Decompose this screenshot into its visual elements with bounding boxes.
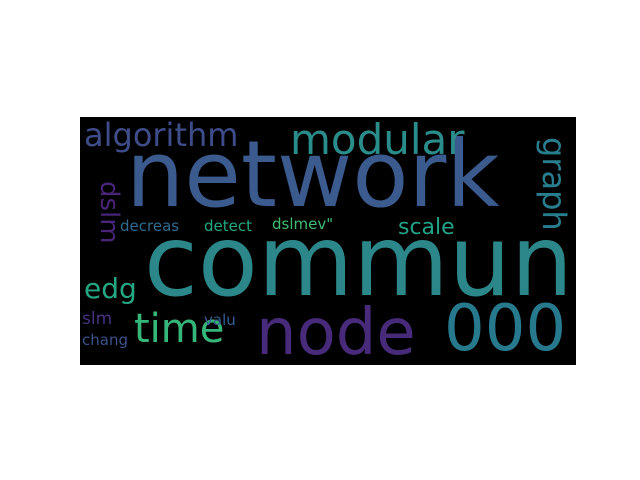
- word-detect: detect: [204, 217, 252, 235]
- word-decreas: decreas: [120, 217, 180, 235]
- word-commun: commun: [144, 205, 573, 319]
- word-modular: modular: [290, 117, 465, 164]
- word-time: time: [134, 306, 225, 352]
- word-edg: edg: [84, 272, 137, 305]
- word-chang: chang: [82, 331, 128, 349]
- word-dslm: dslm: [94, 181, 124, 244]
- word-network: network: [126, 121, 500, 228]
- word-algorithm: algorithm: [84, 117, 239, 154]
- word-slm: slm: [82, 309, 113, 329]
- word-graph: graph: [535, 137, 573, 231]
- word-valu: valu: [204, 311, 236, 329]
- word-000: 000: [444, 292, 567, 365]
- word-cloud: network commun node 000 modular algorith…: [80, 117, 576, 365]
- word-node: node: [256, 296, 416, 365]
- word-scale: scale: [398, 215, 455, 240]
- word-dslmev: dslmev": [272, 215, 334, 233]
